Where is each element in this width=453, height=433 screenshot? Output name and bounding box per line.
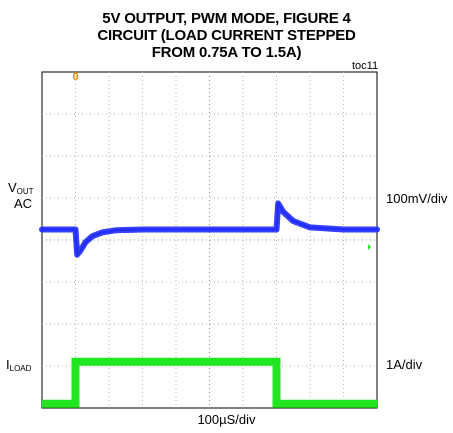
vout-trace-core <box>42 200 377 258</box>
iload-scale-label: 1A/div <box>386 357 423 372</box>
figure-id: toc11 <box>352 60 379 72</box>
vout-label-sub: OUT <box>16 187 34 196</box>
iload-trace <box>42 357 377 408</box>
iload-channel-label: ILOAD <box>6 357 31 376</box>
vout-scale-label: 100mV/div <box>386 191 448 206</box>
x-axis-label: 100µS/div <box>197 412 256 427</box>
vout-label-main: V <box>8 180 17 195</box>
vout-coupling-label: AC <box>14 196 33 211</box>
chart-title-line-2: CIRCUIT (LOAD CURRENT STEPPED <box>97 27 356 44</box>
vout-channel-label: VOUT <box>8 180 34 199</box>
chart-title-line-1: 5V OUTPUT, PWM MODE, FIGURE 4 <box>102 10 351 27</box>
iload-level-marker <box>368 244 371 250</box>
chart-title-line-3: FROM 0.75A TO 1.5A) <box>151 44 302 61</box>
iload-label-main: I <box>6 357 10 372</box>
iload-label-sub: LOAD <box>9 364 32 373</box>
trigger-marker: 0 <box>72 71 78 83</box>
